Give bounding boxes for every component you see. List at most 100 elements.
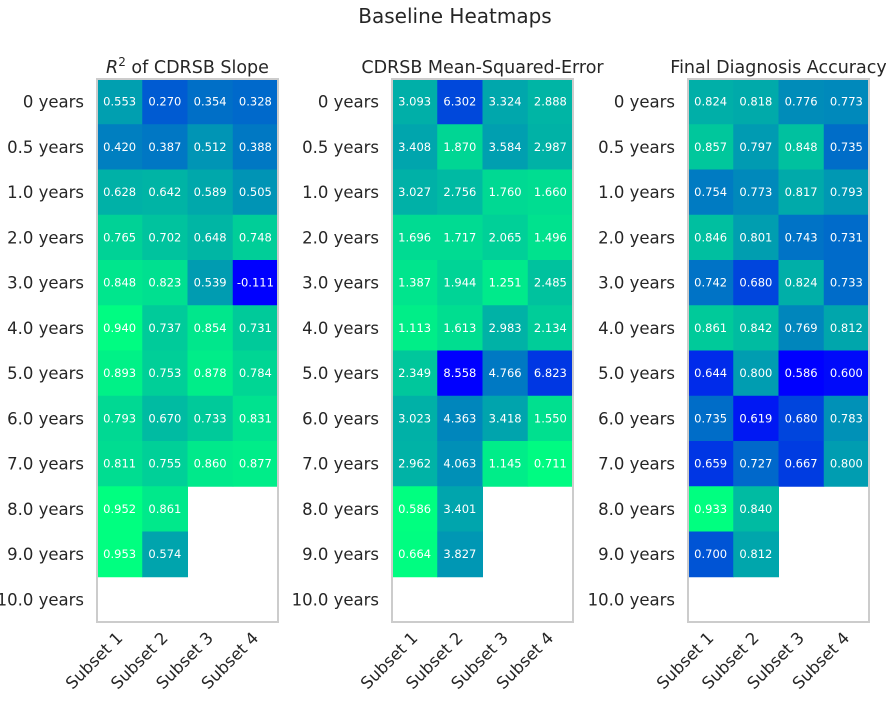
heatmap-cell bbox=[482, 350, 529, 397]
cell-value-label: 1.760 bbox=[489, 185, 522, 199]
y-tick-label: 3.0 years bbox=[7, 274, 84, 293]
cell-value-label: 4.766 bbox=[489, 366, 522, 380]
heatmap-cell bbox=[823, 124, 870, 170]
heatmap-cell bbox=[733, 441, 779, 487]
cell-value-label: 0.659 bbox=[694, 457, 727, 471]
cell-value-label: 0.680 bbox=[739, 276, 772, 290]
cell-value-label: 1.387 bbox=[398, 276, 431, 290]
heatmap-cell bbox=[142, 124, 188, 170]
heatmap-cell bbox=[823, 395, 870, 442]
heatmap-cell bbox=[527, 79, 574, 125]
y-tick-label: 3.0 years bbox=[598, 274, 675, 293]
title-text: of CDRSB Slope bbox=[126, 58, 269, 78]
cell-value-label: 2.485 bbox=[534, 276, 567, 290]
y-tick-label: 0.5 years bbox=[302, 138, 379, 157]
heatmap-cell bbox=[527, 169, 574, 216]
heatmap-cell bbox=[97, 531, 143, 578]
heatmap-cell bbox=[97, 214, 143, 261]
cell-value-label: 0.680 bbox=[785, 411, 818, 425]
cell-value-label: 0.733 bbox=[830, 276, 863, 290]
cell-value-label: 0.848 bbox=[103, 276, 136, 290]
y-tick-label: 10.0 years bbox=[588, 590, 675, 609]
cell-value-label: 0.793 bbox=[103, 411, 136, 425]
y-tick-label: 10.0 years bbox=[0, 590, 84, 609]
heatmap-cell bbox=[527, 395, 574, 442]
cell-value-label: 0.776 bbox=[785, 95, 818, 109]
heatmap-cell bbox=[823, 305, 870, 351]
heatmap-cell bbox=[733, 486, 779, 532]
heatmap-cell bbox=[823, 169, 870, 216]
y-tick-label: 7.0 years bbox=[7, 455, 84, 474]
y-tick-label: 9.0 years bbox=[302, 545, 379, 564]
heatmap-cell bbox=[142, 395, 188, 442]
heatmap-cell bbox=[482, 395, 529, 442]
heatmap-cell bbox=[97, 169, 143, 216]
cell-value-label: 0.861 bbox=[694, 321, 727, 335]
heatmap-cell bbox=[778, 260, 825, 306]
y-tick-label: 8.0 years bbox=[302, 500, 379, 519]
cell-value-label: 1.696 bbox=[398, 230, 431, 244]
y-tick-label: 9.0 years bbox=[7, 545, 84, 564]
heatmap-cell bbox=[97, 486, 143, 532]
heatmap-cell bbox=[392, 79, 438, 125]
panel-title: CDRSB Mean-Squared-Error bbox=[361, 58, 604, 78]
cell-value-label: 0.952 bbox=[103, 502, 136, 516]
heatmap-cell bbox=[688, 531, 734, 578]
y-tick-label: 9.0 years bbox=[598, 545, 675, 564]
cell-value-label: 0.860 bbox=[194, 457, 227, 471]
cell-value-label: 0.642 bbox=[148, 185, 181, 199]
heatmap-cell bbox=[392, 441, 438, 487]
heatmap-cell bbox=[527, 441, 574, 487]
cell-value-label: 0.702 bbox=[148, 230, 181, 244]
cell-value-label: 0.840 bbox=[739, 502, 772, 516]
heatmap-cell bbox=[392, 124, 438, 170]
cell-value-label: 3.584 bbox=[489, 140, 522, 154]
cell-value-label: 0.797 bbox=[739, 140, 772, 154]
cell-value-label: 0.765 bbox=[103, 230, 136, 244]
heatmap-cell bbox=[97, 79, 143, 125]
heatmap-cell bbox=[688, 395, 734, 442]
heatmap-cell bbox=[187, 305, 234, 351]
cell-value-label: 1.660 bbox=[534, 185, 567, 199]
y-tick-label: 1.0 years bbox=[598, 183, 675, 202]
heatmap-cell bbox=[688, 214, 734, 261]
heatmap-cell bbox=[187, 79, 234, 125]
cell-value-label: 3.408 bbox=[398, 140, 431, 154]
heatmap-cell bbox=[97, 260, 143, 306]
cell-value-label: 0.664 bbox=[398, 547, 431, 561]
cell-value-label: 2.065 bbox=[489, 230, 522, 244]
heatmap-cell bbox=[733, 124, 779, 170]
heatmap-cell bbox=[437, 531, 483, 578]
y-tick-label: 6.0 years bbox=[302, 409, 379, 428]
heatmap-cell bbox=[688, 486, 734, 532]
heatmap-cell bbox=[232, 305, 279, 351]
heatmap-cell bbox=[688, 169, 734, 216]
cell-value-label: 1.113 bbox=[398, 321, 431, 335]
title-superscript: 2 bbox=[118, 55, 126, 69]
heatmap-cell bbox=[142, 169, 188, 216]
heatmap-panel-2: 3.093 6.302 3.324 2.888 3.408 1.870 3.584 2.987… bbox=[292, 58, 605, 693]
cell-value-label: 0.539 bbox=[194, 276, 227, 290]
heatmap-cell bbox=[778, 305, 825, 351]
heatmap-cell bbox=[733, 395, 779, 442]
cell-value-label: 0.733 bbox=[194, 411, 227, 425]
cell-value-label: 2.756 bbox=[443, 185, 476, 199]
cell-value-label: 0.854 bbox=[194, 321, 227, 335]
cell-value-label: 4.363 bbox=[443, 411, 476, 425]
y-tick-label: 3.0 years bbox=[302, 274, 379, 293]
cell-value-label: 0.644 bbox=[694, 366, 727, 380]
heatmap-cell bbox=[392, 305, 438, 351]
cell-value-label: 2.134 bbox=[534, 321, 567, 335]
heatmap-cell bbox=[392, 169, 438, 216]
heatmap-cell bbox=[232, 214, 279, 261]
heatmap-cell bbox=[823, 260, 870, 306]
cell-value-label: 0.773 bbox=[830, 95, 863, 109]
cell-value-label: 0.387 bbox=[148, 140, 181, 154]
cell-value-label: 8.558 bbox=[443, 366, 476, 380]
cell-value-label: 0.670 bbox=[148, 411, 181, 425]
cell-value-label: 0.742 bbox=[694, 276, 727, 290]
y-tick-label: 5.0 years bbox=[7, 364, 84, 383]
cell-value-label: 0.800 bbox=[739, 366, 772, 380]
heatmap-cell bbox=[778, 79, 825, 125]
